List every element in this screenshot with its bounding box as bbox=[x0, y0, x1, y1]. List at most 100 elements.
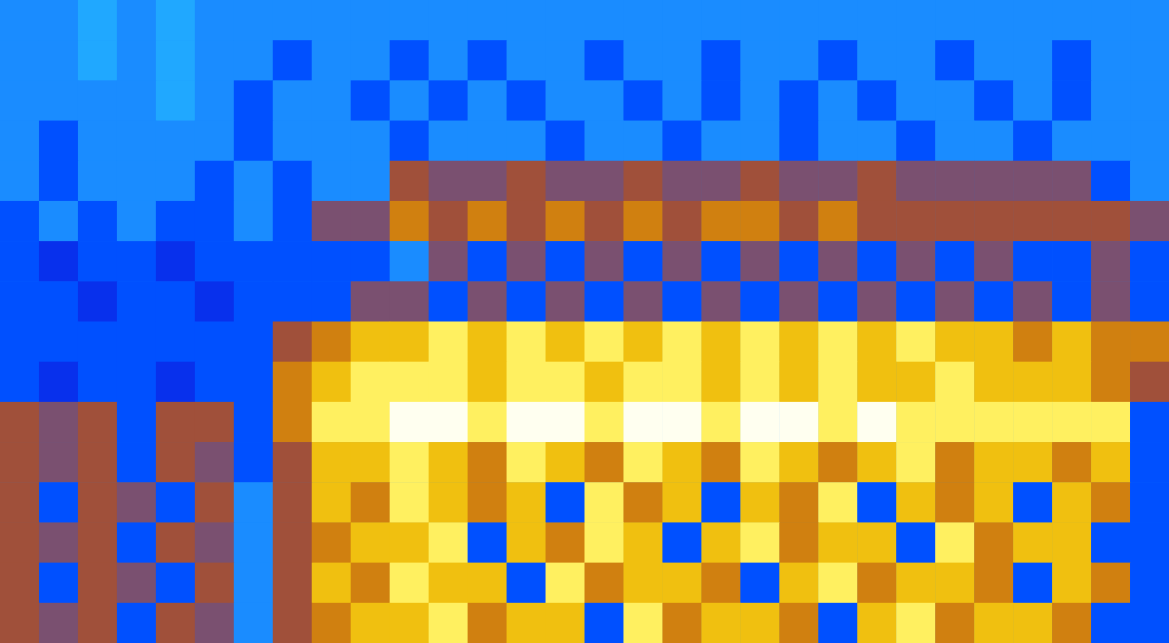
cell bbox=[156, 80, 195, 121]
cell bbox=[896, 161, 935, 202]
cell bbox=[546, 482, 585, 523]
cell bbox=[701, 603, 740, 643]
cell bbox=[662, 80, 701, 121]
cell bbox=[1052, 362, 1091, 403]
cell bbox=[1091, 322, 1130, 363]
cell bbox=[623, 563, 662, 604]
cell bbox=[39, 563, 78, 604]
cell bbox=[740, 201, 779, 242]
cell bbox=[896, 121, 935, 162]
cell bbox=[390, 241, 429, 282]
cell bbox=[857, 563, 896, 604]
cell bbox=[662, 522, 701, 563]
cell bbox=[935, 322, 974, 363]
cell bbox=[935, 563, 974, 604]
cell bbox=[312, 402, 351, 443]
cell bbox=[429, 603, 468, 643]
cell bbox=[117, 161, 156, 202]
cell bbox=[429, 362, 468, 403]
cell bbox=[390, 201, 429, 242]
cell bbox=[117, 40, 156, 81]
cell bbox=[117, 201, 156, 242]
cell bbox=[779, 201, 818, 242]
cell bbox=[662, 281, 701, 322]
cell bbox=[662, 0, 701, 41]
cell bbox=[1052, 322, 1091, 363]
cell bbox=[779, 322, 818, 363]
cell bbox=[1013, 80, 1052, 121]
cell bbox=[662, 603, 701, 643]
cell bbox=[273, 161, 312, 202]
cell bbox=[1130, 442, 1169, 483]
cell bbox=[1130, 482, 1169, 523]
cell bbox=[974, 362, 1013, 403]
cell bbox=[935, 201, 974, 242]
cell bbox=[623, 80, 662, 121]
cell bbox=[896, 563, 935, 604]
cell bbox=[779, 603, 818, 643]
cell bbox=[857, 241, 896, 282]
cell bbox=[974, 603, 1013, 643]
cell bbox=[857, 40, 896, 81]
cell bbox=[390, 161, 429, 202]
cell bbox=[896, 482, 935, 523]
cell bbox=[1052, 201, 1091, 242]
cell bbox=[1091, 241, 1130, 282]
cell bbox=[701, 522, 740, 563]
cell bbox=[662, 442, 701, 483]
cell bbox=[0, 402, 39, 443]
cell bbox=[39, 482, 78, 523]
cell bbox=[896, 322, 935, 363]
cell bbox=[935, 442, 974, 483]
cell bbox=[351, 322, 390, 363]
cell bbox=[1091, 522, 1130, 563]
cell bbox=[273, 322, 312, 363]
cell bbox=[779, 241, 818, 282]
cell bbox=[740, 121, 779, 162]
cell bbox=[117, 522, 156, 563]
cell bbox=[701, 322, 740, 363]
cell bbox=[818, 121, 857, 162]
cell bbox=[429, 522, 468, 563]
cell bbox=[779, 362, 818, 403]
cell bbox=[117, 362, 156, 403]
cell bbox=[429, 161, 468, 202]
cell bbox=[390, 522, 429, 563]
cell bbox=[195, 40, 234, 81]
cell bbox=[507, 603, 546, 643]
cell bbox=[1130, 322, 1169, 363]
cell bbox=[857, 121, 896, 162]
cell bbox=[1130, 402, 1169, 443]
cell bbox=[701, 40, 740, 81]
cell bbox=[585, 281, 624, 322]
spectrogram bbox=[0, 0, 1169, 643]
cell bbox=[1013, 201, 1052, 242]
cell bbox=[740, 322, 779, 363]
cell bbox=[585, 402, 624, 443]
cell bbox=[312, 482, 351, 523]
cell bbox=[195, 0, 234, 41]
cell bbox=[779, 161, 818, 202]
cell bbox=[312, 322, 351, 363]
cell bbox=[78, 442, 117, 483]
cell bbox=[156, 121, 195, 162]
cell bbox=[857, 603, 896, 643]
cell bbox=[312, 563, 351, 604]
cell bbox=[857, 482, 896, 523]
cell bbox=[546, 442, 585, 483]
cell bbox=[351, 201, 390, 242]
cell bbox=[351, 241, 390, 282]
cell bbox=[312, 281, 351, 322]
cell bbox=[156, 362, 195, 403]
cell bbox=[39, 241, 78, 282]
cell bbox=[273, 241, 312, 282]
cell bbox=[896, 522, 935, 563]
cell bbox=[234, 603, 273, 643]
cell bbox=[273, 563, 312, 604]
cell bbox=[78, 0, 117, 41]
cell bbox=[585, 161, 624, 202]
cell bbox=[312, 362, 351, 403]
cell bbox=[78, 241, 117, 282]
cell bbox=[1052, 40, 1091, 81]
cell bbox=[1013, 40, 1052, 81]
